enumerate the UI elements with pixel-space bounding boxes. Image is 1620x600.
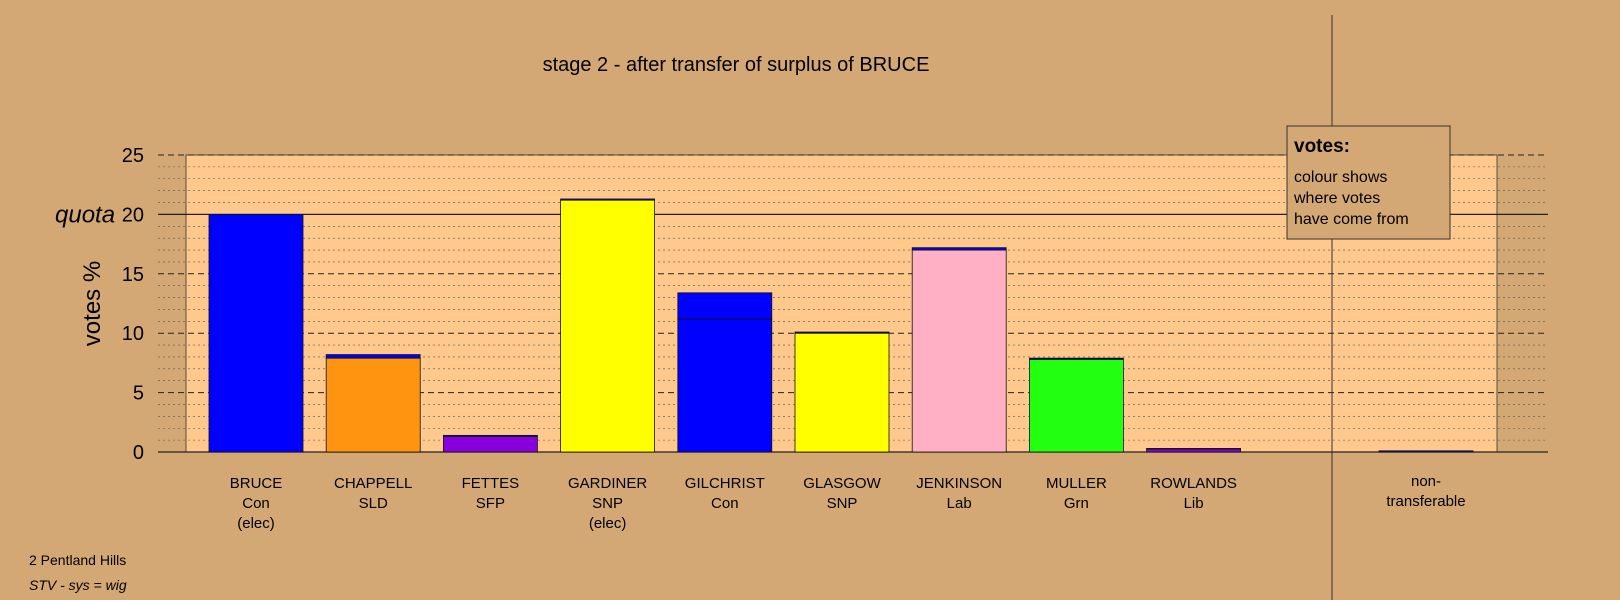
x-tick-label: (elec) [237, 515, 275, 532]
constituency-label: 2 Pentland Hills [29, 552, 126, 568]
x-tick-label: SLD [359, 495, 388, 512]
bar-segment [1029, 357, 1124, 360]
legend-line: where votes [1293, 190, 1380, 207]
bar-segment [1029, 358, 1124, 453]
bar-group-glasgow [794, 331, 890, 453]
bar-group-bruce [208, 213, 304, 453]
legend-line: colour shows [1294, 169, 1387, 186]
x-tick-label: Lab [947, 495, 972, 512]
x-tick-label: Lib [1184, 495, 1204, 512]
bar-segment [794, 332, 890, 453]
legend-line: have come from [1294, 211, 1409, 228]
x-tick-label: Grn [1064, 495, 1089, 512]
bar-group-jenkinson [911, 247, 1007, 453]
x-tick-label: CHAPPELL [334, 475, 412, 492]
y-tick-label: 25 [122, 145, 144, 167]
legend-title: votes: [1294, 136, 1350, 157]
y-axis-label: votes % [79, 261, 106, 346]
x-tick-label: GARDINER [568, 475, 647, 492]
x-tick-label: BRUCE [230, 475, 283, 492]
x-tick-label: GILCHRIST [685, 475, 765, 492]
y-tick-label: 10 [122, 323, 144, 345]
x-tick-label: FETTES [462, 475, 520, 492]
x-tick-label: GLASGOW [803, 475, 881, 492]
bar-group-fettes [442, 434, 538, 453]
bar-group-rowlands [1146, 448, 1241, 453]
y-tick-label: 15 [122, 264, 144, 286]
x-tick-label: ROWLANDS [1150, 475, 1237, 492]
x-tick-label: SNP [827, 495, 858, 512]
chart-title: stage 2 - after transfer of surplus of B… [543, 54, 930, 76]
quota-label: quota [55, 201, 115, 228]
x-axis-labels: BRUCE Con (elec) CHAPPELL SLD FETTES SFP GARDIN… [230, 473, 1466, 532]
bars [208, 198, 1474, 453]
x-tick-label: JENKINSON [916, 475, 1002, 492]
y-axis-ticks: 0 5 10 15 20 25 [122, 145, 144, 464]
bar-nontransferable [1378, 450, 1474, 453]
bar-segment [794, 331, 890, 334]
bar-group-muller [1029, 357, 1124, 453]
x-tick-label: SNP [592, 495, 623, 512]
y-tick-label: 5 [133, 383, 144, 405]
bar-segment [1146, 448, 1241, 453]
x-tick-label: transferable [1386, 493, 1465, 510]
bar-segment [677, 318, 773, 453]
legend-box [1286, 125, 1451, 240]
bar-segment [325, 354, 421, 359]
bar-group-gardiner [560, 198, 655, 453]
bar-segment [677, 292, 773, 320]
bar-segment [560, 199, 655, 453]
x-tick-label: MULLER [1046, 475, 1107, 492]
bar-segment [911, 249, 1007, 453]
x-tick-label: (elec) [589, 515, 627, 532]
bar-segment [325, 357, 421, 453]
legend: votes: colour shows where votes have com… [1286, 125, 1451, 240]
y-tick-label: 0 [133, 442, 144, 464]
bar-group-chappell [325, 354, 421, 453]
system-label: STV - sys = wig [29, 577, 127, 593]
bar-segment [442, 434, 538, 437]
bar-segment [442, 436, 538, 453]
x-tick-label: Con [242, 495, 270, 512]
bar-segment [911, 247, 1007, 251]
bar-group-gilchrist [677, 292, 773, 453]
bar-segment [1146, 448, 1241, 450]
x-tick-label: non- [1411, 473, 1441, 490]
y-tick-label: 20 [122, 204, 144, 226]
x-tick-label: SFP [476, 495, 505, 512]
bar-segment [208, 213, 304, 453]
bar-segment [560, 198, 655, 201]
x-tick-label: Con [711, 495, 739, 512]
